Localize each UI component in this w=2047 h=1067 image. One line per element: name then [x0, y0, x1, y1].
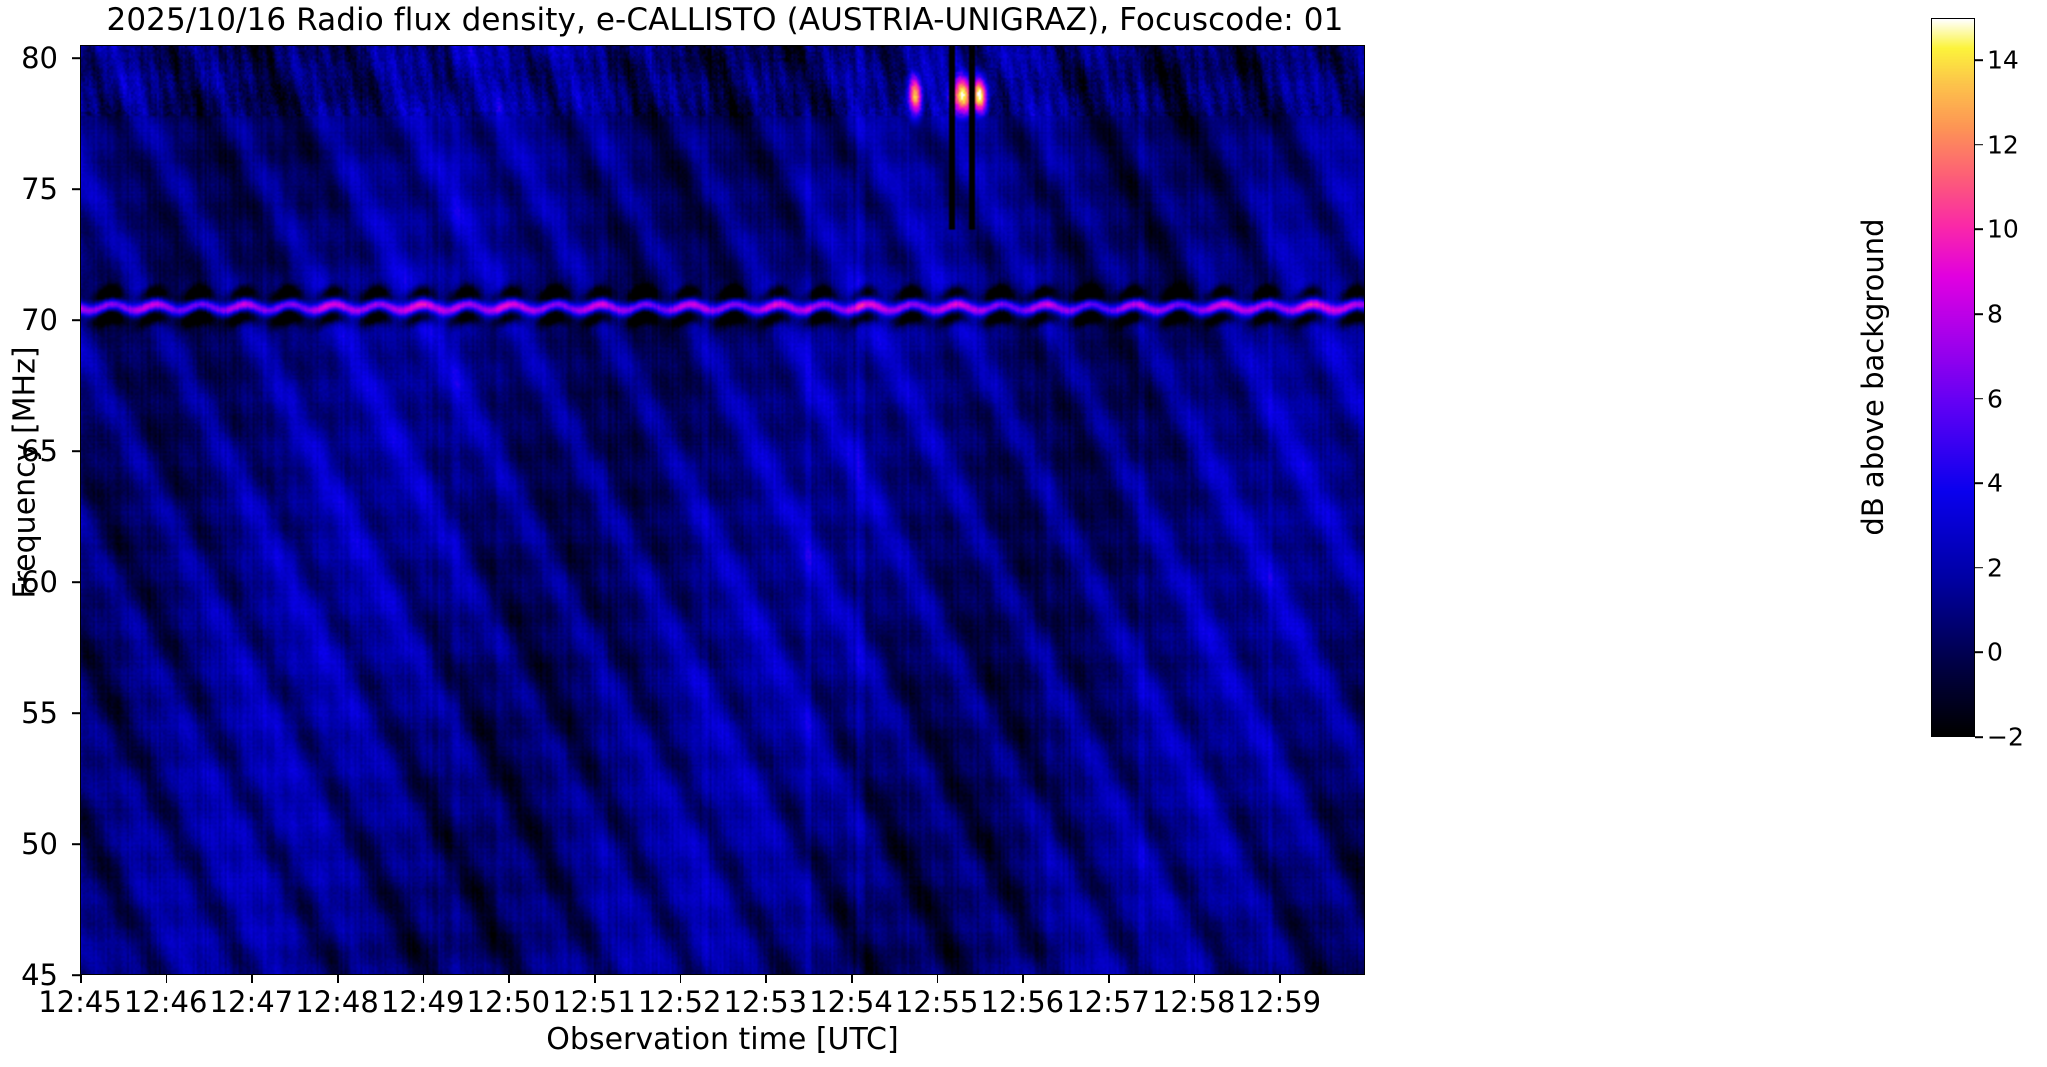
colorbar-gradient	[1931, 18, 1975, 737]
y-ticklabel: 80	[21, 41, 58, 76]
y-tick	[72, 319, 80, 321]
y-tick	[72, 712, 80, 714]
y-tick	[72, 581, 80, 583]
colorbar-canvas	[1932, 19, 1974, 736]
colorbar-label: dB above background	[1856, 218, 1890, 536]
x-tick	[337, 975, 339, 983]
colorbar-tick	[1975, 228, 1983, 231]
y-ticklabel: 50	[21, 827, 58, 861]
colorbar-ticklabel: 8	[1987, 299, 2003, 329]
colorbar-ticklabel: 14	[1987, 45, 2019, 75]
x-ticklabel: 12:56	[980, 985, 1065, 1019]
colorbar-tick	[1975, 651, 1983, 654]
colorbar-tickmarks	[1975, 18, 1985, 738]
x-ticklabel: 12:51	[552, 985, 636, 1019]
x-tick	[508, 975, 510, 983]
x-ticklabel: 12:50	[466, 985, 551, 1019]
x-ticklabel: 12:53	[723, 985, 808, 1019]
x-tick	[1108, 975, 1110, 983]
y-ticklabel: 45	[21, 958, 58, 992]
x-tick	[765, 975, 767, 983]
colorbar-ticklabel: 10	[1987, 214, 2019, 244]
y-axis-tickmarks	[0, 45, 80, 976]
x-tick	[679, 975, 682, 983]
y-ticklabel: 55	[21, 696, 58, 731]
x-ticklabel: 12:48	[295, 985, 379, 1019]
x-ticklabel: 12:57	[1066, 985, 1150, 1019]
x-tick	[165, 975, 168, 983]
x-tick	[1022, 975, 1024, 983]
x-tick	[936, 975, 939, 983]
colorbar-ticklabel: −2	[1987, 722, 2024, 752]
y-ticklabel: 75	[21, 172, 58, 207]
x-tick	[594, 975, 596, 983]
x-tick	[1193, 975, 1196, 983]
x-ticklabel: 12:59	[1237, 985, 1322, 1019]
colorbar-tick	[1975, 567, 1983, 569]
x-tick	[1279, 975, 1281, 983]
y-tick	[72, 843, 80, 845]
x-axis-label: Observation time [UTC]	[546, 1022, 899, 1057]
colorbar-tick	[1975, 736, 1983, 738]
colorbar-ticklabel: 0	[1987, 637, 2003, 667]
y-ticklabel: 70	[21, 303, 58, 338]
colorbar-tick	[1975, 482, 1983, 485]
y-tick	[72, 57, 80, 59]
colorbar-tick	[1975, 397, 1983, 400]
x-ticklabel: 12:45	[38, 985, 122, 1019]
x-tick	[251, 975, 253, 983]
colorbar-ticklabel: 2	[1987, 553, 2003, 583]
y-ticklabel: 60	[21, 565, 58, 600]
x-ticklabel: 12:49	[380, 985, 465, 1019]
colorbar-tick	[1975, 313, 1983, 315]
spectrogram-plot-area	[80, 45, 1365, 975]
x-ticklabel: 12:54	[809, 985, 893, 1019]
y-tick	[72, 188, 80, 190]
colorbar-tick	[1975, 59, 1983, 62]
colorbar-ticklabels: 14 12 10 8 6 4 2 0 −2	[1987, 18, 2037, 752]
x-ticklabel: 12:52	[637, 985, 722, 1019]
spectrogram-image	[81, 46, 1364, 974]
y-tick	[72, 974, 80, 976]
x-tick	[851, 975, 853, 983]
colorbar-ticklabel: 6	[1987, 384, 2003, 414]
x-ticklabel: 12:58	[1151, 985, 1236, 1019]
figure-title: 2025/10/16 Radio flux density, e-CALLIST…	[106, 2, 1344, 38]
x-ticklabel: 12:46	[123, 985, 208, 1019]
x-ticklabel: 12:55	[894, 985, 979, 1019]
x-axis-tickmarks	[80, 975, 1365, 985]
x-ticklabel: 12:47	[209, 985, 294, 1019]
y-axis-ticklabels: 80 75 70 65 60 55 50 45	[0, 41, 72, 992]
colorbar-ticklabel: 12	[1987, 130, 2019, 160]
y-ticklabel: 65	[21, 434, 58, 469]
y-axis-label: Frequency [MHz]	[7, 346, 43, 599]
x-tick	[422, 975, 425, 983]
colorbar-tick	[1975, 144, 1983, 146]
spectrogram-canvas	[81, 46, 1364, 974]
y-tick	[72, 450, 80, 452]
x-axis-ticklabels: 12:45 12:46 12:47 12:48 12:49 12:50 12:51 12:52…	[38, 985, 1365, 1025]
colorbar-ticklabel: 4	[1987, 468, 2003, 498]
x-tick	[80, 975, 82, 983]
